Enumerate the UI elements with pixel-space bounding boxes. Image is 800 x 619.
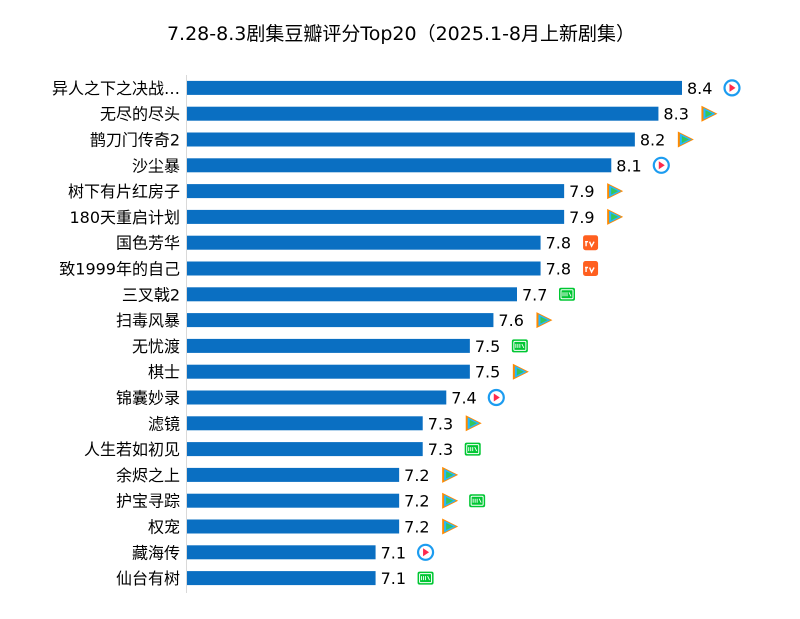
youku-logo-icon: [487, 388, 505, 407]
bars-layer: 异人之下之决战… 8.4 无尽的尽头 8.3 鹊刀门传奇2 8.2 沙尘暴 8.1 树下有片红房…: [52, 79, 741, 588]
category-label: 无忧渡: [132, 337, 180, 356]
value-label: 7.3: [428, 440, 453, 459]
iqiyi-logo-icon: [469, 494, 486, 508]
category-label: 滤镜: [148, 414, 180, 433]
bar: [187, 80, 682, 95]
mango-tv-logo-icon: [583, 261, 599, 276]
category-label: 锦囊妙录: [116, 389, 180, 408]
tencent-video-logo-icon: [512, 363, 529, 380]
category-label: 180天重启计划: [69, 208, 180, 227]
youku-logo-icon: [416, 543, 435, 561]
mango-tv-logo-icon: [583, 235, 599, 251]
value-label: 7.8: [546, 234, 571, 253]
bar: [187, 493, 400, 508]
value-label: 8.4: [687, 79, 712, 98]
bar: [187, 313, 494, 328]
category-label: 余烬之上: [116, 466, 180, 485]
bar: [187, 132, 635, 147]
bar: [187, 106, 659, 121]
category-label: 三叉戟2: [122, 285, 180, 304]
category-label: 沙尘暴: [132, 156, 180, 175]
category-label: 扫毒风暴: [116, 311, 180, 330]
bar: [187, 416, 423, 431]
bar: [187, 545, 376, 560]
bar: [187, 571, 376, 586]
category-label: 异人之下之决战…: [52, 79, 180, 98]
value-label: 7.1: [381, 543, 406, 562]
tencent-video-logo-icon: [442, 492, 459, 509]
bar: [187, 287, 517, 302]
category-label: 鹊刀门传奇2: [90, 131, 180, 150]
tencent-video-logo-icon: [442, 466, 459, 483]
category-label: 藏海传: [132, 543, 180, 562]
value-label: 7.4: [451, 389, 476, 408]
category-label: 护宝寻踪: [116, 492, 180, 511]
category-label: 无尽的尽头: [100, 105, 180, 124]
bar: [187, 442, 423, 457]
tencent-video-logo-icon: [677, 131, 694, 148]
bar: [187, 184, 565, 199]
value-label: 7.2: [404, 492, 429, 511]
category-label: 棋士: [148, 363, 180, 382]
bar: [187, 338, 470, 353]
tencent-video-logo-icon: [465, 415, 482, 432]
bar: [187, 467, 400, 482]
category-label: 仙台有树: [116, 569, 180, 588]
iqiyi-logo-icon: [464, 442, 481, 456]
value-label: 7.5: [475, 337, 500, 356]
bar: [187, 235, 541, 250]
tencent-video-logo-icon: [607, 183, 624, 200]
value-label: 7.1: [381, 569, 406, 588]
youku-logo-icon: [723, 79, 741, 97]
bar: [187, 519, 400, 534]
value-label: 7.6: [498, 311, 523, 330]
category-label: 国色芳华: [116, 234, 180, 253]
iqiyi-logo-icon: [559, 287, 575, 301]
bar: [187, 390, 447, 405]
value-label: 8.2: [640, 131, 665, 150]
category-label: 人生若如初见: [84, 440, 180, 459]
value-label: 7.7: [522, 285, 547, 304]
value-label: 7.9: [569, 208, 594, 227]
category-label: 权宠: [148, 518, 180, 537]
iqiyi-logo-icon: [511, 339, 528, 353]
bar: [187, 364, 470, 379]
bar: [187, 209, 565, 224]
value-label: 7.8: [546, 260, 571, 279]
value-label: 7.9: [569, 182, 594, 201]
value-label: 7.3: [428, 414, 453, 433]
value-label: 8.1: [616, 156, 641, 175]
tencent-video-logo-icon: [701, 105, 718, 122]
value-label: 8.3: [663, 105, 688, 124]
tencent-video-logo-icon: [607, 208, 624, 225]
youku-logo-icon: [652, 156, 670, 174]
bar: [187, 261, 541, 276]
bar: [187, 158, 612, 173]
tencent-video-logo-icon: [536, 312, 553, 329]
iqiyi-logo-icon: [417, 571, 434, 585]
value-label: 7.5: [475, 363, 500, 382]
chart-title: 7.28-8.3剧集豆瓣评分Top20（2025.1-8月上新剧集）: [167, 23, 635, 45]
category-label: 致1999年的自己: [59, 260, 180, 279]
value-label: 7.2: [404, 466, 429, 485]
value-label: 7.2: [404, 518, 429, 537]
tencent-video-logo-icon: [442, 518, 459, 535]
category-label: 树下有片红房子: [68, 182, 180, 201]
